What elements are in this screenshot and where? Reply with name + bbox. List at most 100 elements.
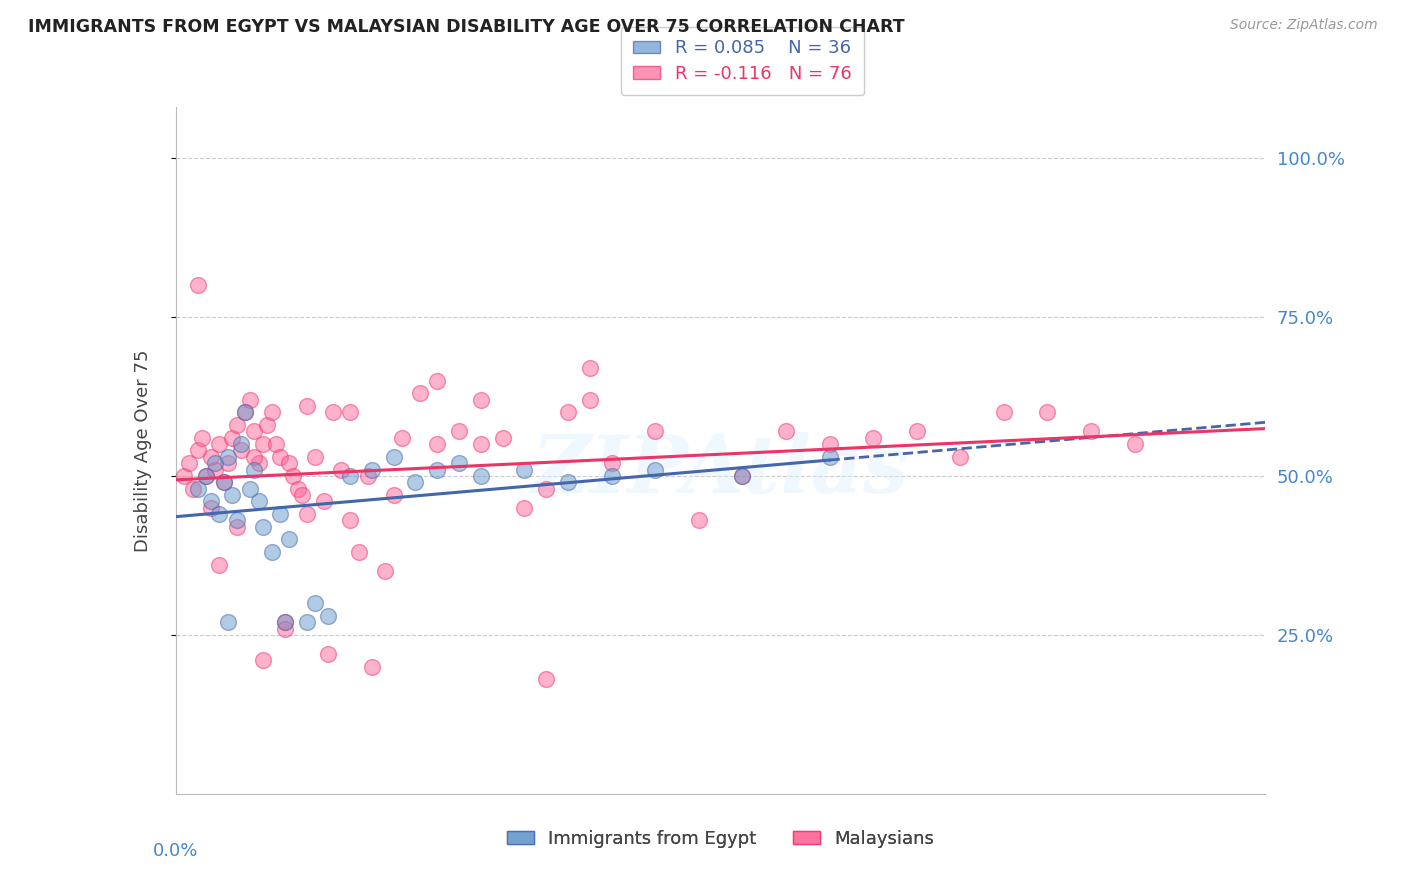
Point — [405, 475, 427, 490]
Point — [274, 615, 297, 630]
Point — [208, 507, 231, 521]
Point — [818, 437, 841, 451]
Point — [330, 462, 353, 476]
Point — [295, 615, 318, 630]
Point — [195, 469, 218, 483]
Point — [247, 456, 270, 470]
Point — [264, 437, 287, 451]
Point — [304, 450, 326, 464]
Y-axis label: Disability Age Over 75: Disability Age Over 75 — [134, 349, 152, 552]
Point — [260, 405, 283, 419]
Point — [374, 564, 396, 578]
Point — [287, 482, 309, 496]
Text: 0.0%: 0.0% — [153, 842, 198, 860]
Point — [243, 462, 266, 476]
Point — [513, 500, 536, 515]
Point — [225, 520, 247, 534]
Point — [862, 431, 884, 445]
Point — [339, 405, 361, 419]
Point — [579, 360, 602, 375]
Point — [278, 533, 301, 547]
Point — [318, 608, 340, 623]
Point — [225, 417, 247, 432]
Point — [231, 443, 253, 458]
Point — [382, 488, 405, 502]
Point — [295, 507, 318, 521]
Point — [243, 450, 266, 464]
Point — [212, 475, 235, 490]
Point — [186, 443, 209, 458]
Point — [204, 456, 226, 470]
Point — [447, 425, 470, 439]
Point — [644, 462, 666, 476]
Point — [312, 494, 335, 508]
Point — [470, 469, 492, 483]
Point — [195, 469, 218, 483]
Point — [291, 488, 314, 502]
Point — [221, 488, 243, 502]
Point — [1036, 405, 1059, 419]
Point — [409, 386, 432, 401]
Point — [177, 456, 200, 470]
Point — [426, 437, 449, 451]
Point — [252, 653, 274, 667]
Point — [212, 475, 235, 490]
Point — [1080, 425, 1102, 439]
Point — [217, 456, 239, 470]
Point — [688, 513, 710, 527]
Point — [382, 450, 405, 464]
Point — [600, 456, 623, 470]
Point — [322, 405, 344, 419]
Point — [447, 456, 470, 470]
Point — [252, 520, 274, 534]
Point — [470, 392, 492, 407]
Point — [949, 450, 972, 464]
Point — [356, 469, 378, 483]
Point — [173, 469, 195, 483]
Point — [204, 462, 226, 476]
Point — [235, 405, 257, 419]
Point — [304, 596, 326, 610]
Point — [339, 469, 361, 483]
Point — [186, 278, 209, 293]
Point — [217, 615, 239, 630]
Point — [360, 462, 382, 476]
Point — [731, 469, 754, 483]
Point — [283, 469, 305, 483]
Point — [181, 482, 204, 496]
Point — [426, 374, 449, 388]
Point — [274, 622, 297, 636]
Point — [557, 405, 579, 419]
Point — [905, 425, 928, 439]
Point — [1123, 437, 1146, 451]
Point — [208, 558, 231, 572]
Point — [426, 462, 449, 476]
Point — [260, 545, 283, 559]
Point — [239, 482, 262, 496]
Point — [239, 392, 262, 407]
Point — [200, 494, 222, 508]
Point — [225, 513, 247, 527]
Point — [274, 615, 297, 630]
Point — [269, 507, 291, 521]
Point — [235, 405, 257, 419]
Point — [818, 450, 841, 464]
Point — [217, 450, 239, 464]
Point — [391, 431, 413, 445]
Point — [360, 659, 382, 673]
Point — [534, 673, 557, 687]
Text: ZIPAtlas: ZIPAtlas — [531, 433, 910, 510]
Point — [269, 450, 291, 464]
Point — [513, 462, 536, 476]
Point — [339, 513, 361, 527]
Point — [243, 425, 266, 439]
Point — [200, 500, 222, 515]
Point — [318, 647, 340, 661]
Point — [278, 456, 301, 470]
Point — [200, 450, 222, 464]
Point — [492, 431, 515, 445]
Point — [557, 475, 579, 490]
Point — [256, 417, 278, 432]
Point — [644, 425, 666, 439]
Point — [247, 494, 270, 508]
